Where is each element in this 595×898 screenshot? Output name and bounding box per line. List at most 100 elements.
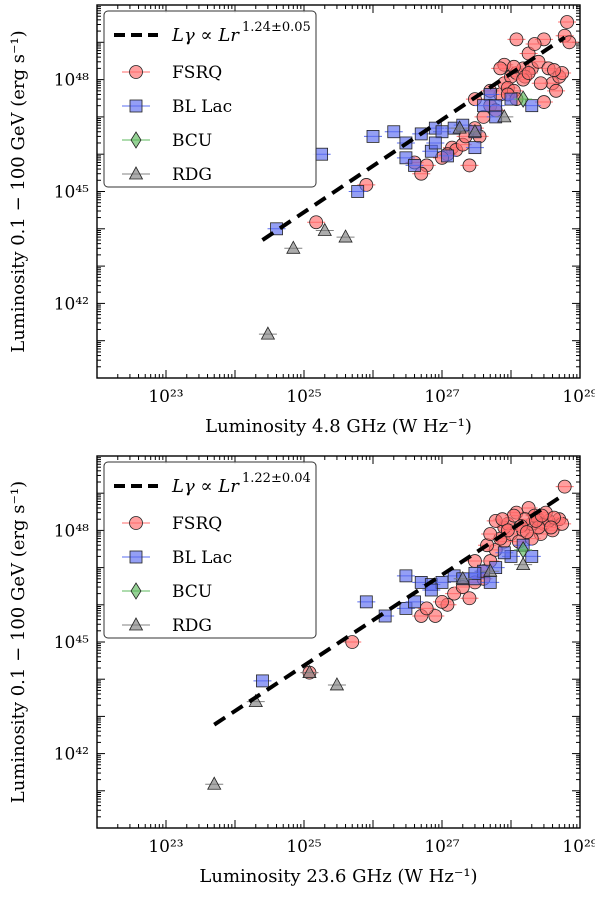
legend-label: RDG [172, 165, 212, 185]
legend: Lγ ∝ Lr 1.22±0.04 FSRQ BL Lac BCU RDG [103, 461, 317, 639]
y-tick-label: 10⁴² [54, 294, 89, 314]
legend-marker-triangle [128, 617, 144, 631]
data-point-circle [537, 95, 551, 109]
y-tick-label: 10⁴⁵ [54, 633, 89, 653]
x-tick-label: 10²³ [148, 837, 183, 857]
data-point-circle [520, 525, 534, 540]
legend-label: FSRQ [172, 63, 222, 83]
x-tick-label: 10²⁷ [424, 837, 459, 857]
legend-marker-diamond [130, 131, 142, 149]
legend-fit-label: Lγ ∝ Lr [171, 476, 240, 497]
x-tick-label: 10²³ [148, 387, 183, 407]
data-point-circle [527, 37, 542, 51]
data-point-triangle [515, 556, 531, 571]
y-tick-label: 10⁴⁸ [54, 71, 89, 91]
x-axis-label: Luminosity 4.8 GHz (W Hz⁻¹) [205, 416, 472, 437]
data-point-square [525, 550, 539, 563]
data-point-circle [345, 635, 360, 649]
data-point-circle [309, 215, 324, 230]
legend-box [103, 10, 317, 188]
data-point-square [359, 595, 373, 609]
x-tick-label: 10²⁵ [286, 387, 321, 407]
data-point-triangle [207, 776, 222, 790]
legend-label: BL Lac [172, 548, 232, 568]
x-tick-label: 10²⁵ [286, 837, 321, 857]
legend-fit-exponent: 1.22±0.04 [242, 471, 311, 486]
y-axis-label: Luminosity 0.1 − 100 GeV (erg s⁻¹) [8, 481, 29, 803]
data-point-square [468, 566, 482, 580]
data-point-circle [562, 35, 577, 50]
data-point-circle [435, 594, 449, 609]
data-point-circle [493, 61, 508, 76]
data-point-square [408, 595, 421, 609]
data-point-triangle [317, 222, 332, 236]
data-point-square [441, 149, 454, 163]
x-tick-label: 10²⁷ [424, 387, 459, 407]
y-tick-label: 10⁴⁸ [54, 521, 89, 541]
x-tick-label: 10²⁹ [562, 837, 595, 857]
data-point-circle [428, 609, 443, 623]
data-point-square [477, 99, 490, 113]
data-point-square [468, 141, 482, 155]
data-point-circle [419, 601, 434, 616]
legend-label: BCU [172, 582, 212, 602]
data-point-square [483, 88, 497, 101]
series-bcu [514, 541, 533, 559]
data-point-circle [462, 591, 477, 606]
data-point-square [387, 125, 401, 139]
data-point-circle [560, 15, 574, 29]
legend-marker-square [129, 99, 143, 113]
data-point-square [525, 99, 539, 113]
fit-line [213, 492, 566, 727]
data-point-triangle [452, 120, 467, 134]
legend-marker-circle [129, 516, 143, 530]
data-point-triangle [260, 326, 276, 340]
plot-data [205, 479, 574, 790]
data-point-square [497, 546, 511, 560]
data-point-square [315, 147, 329, 161]
legend-label: FSRQ [172, 514, 222, 534]
series-rdg [258, 109, 514, 340]
data-point-square [366, 130, 380, 143]
y-tick-label: 10⁴⁵ [54, 183, 89, 203]
data-point-diamond [517, 541, 529, 559]
legend-marker-triangle [128, 166, 144, 180]
legend-marker-circle [129, 65, 143, 79]
axis-ticks [97, 456, 580, 828]
legend-marker-diamond [130, 582, 142, 600]
legend: Lγ ∝ Lr 1.24±0.05 FSRQ BL Lac BCU RDG [103, 10, 317, 188]
fit-line [261, 35, 566, 242]
data-point-triangle [497, 109, 512, 123]
x-axis-label: Luminosity 23.6 GHz (W Hz⁻¹) [199, 866, 477, 887]
y-axis-label: Luminosity 0.1 − 100 GeV (erg s⁻¹) [8, 30, 29, 352]
data-point-circle [544, 520, 558, 535]
plot-data [258, 15, 579, 340]
data-point-triangle [455, 570, 470, 585]
data-point-circle [521, 66, 536, 80]
data-point-square [408, 159, 421, 172]
data-point-circle [557, 479, 572, 494]
data-point-square [435, 576, 449, 589]
data-point-circle [509, 32, 524, 47]
data-point-square [399, 569, 413, 583]
data-point-triangle [329, 677, 345, 691]
series-bcu [514, 90, 533, 108]
legend-fit-exponent: 1.24±0.05 [242, 20, 311, 35]
data-point-triangle [338, 229, 353, 243]
data-point-square [483, 576, 497, 589]
data-point-triangle [302, 664, 317, 679]
data-point-square [435, 125, 449, 139]
legend-fit-label: Lγ ∝ Lr [171, 25, 240, 46]
legend-label: BL Lac [172, 97, 232, 117]
data-point-square [428, 136, 442, 150]
data-point-circle [547, 63, 561, 77]
data-point-triangle [467, 123, 483, 138]
chart-panel-1: 10²³ 10²⁵ 10²⁷ 10²⁹ 10⁴² 10⁴⁵ 10⁴⁸ Luminosity 4… [8, 4, 595, 437]
chart-panel-2: 10²³ 10²⁵ 10²⁷ 10²⁹ 10⁴² 10⁴⁵ 10⁴⁸ Luminosity 2… [8, 455, 595, 887]
data-point-circle [533, 76, 548, 91]
data-point-circle [462, 158, 477, 173]
legend-label: RDG [172, 616, 212, 636]
legend-marker-square [129, 550, 143, 564]
data-point-circle [549, 83, 563, 98]
